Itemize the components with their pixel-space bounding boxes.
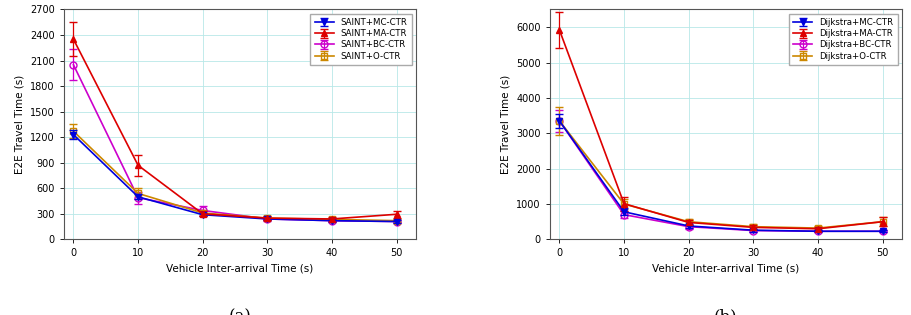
X-axis label: Vehicle Inter-arrival Time (s): Vehicle Inter-arrival Time (s)	[652, 264, 800, 274]
Legend: Dijkstra+MC-CTR, Dijkstra+MA-CTR, Dijkstra+BC-CTR, Dijkstra+O-CTR: Dijkstra+MC-CTR, Dijkstra+MA-CTR, Dijkst…	[789, 14, 897, 65]
X-axis label: Vehicle Inter-arrival Time (s): Vehicle Inter-arrival Time (s)	[166, 264, 313, 274]
Legend: SAINT+MC-CTR, SAINT+MA-CTR, SAINT+BC-CTR, SAINT+O-CTR: SAINT+MC-CTR, SAINT+MA-CTR, SAINT+BC-CTR…	[311, 14, 412, 65]
Y-axis label: E2E Travel Time (s): E2E Travel Time (s)	[15, 75, 25, 174]
Y-axis label: E2E Travel Time (s): E2E Travel Time (s)	[500, 75, 510, 174]
Text: (b): (b)	[714, 308, 738, 315]
Text: (a): (a)	[229, 308, 251, 315]
